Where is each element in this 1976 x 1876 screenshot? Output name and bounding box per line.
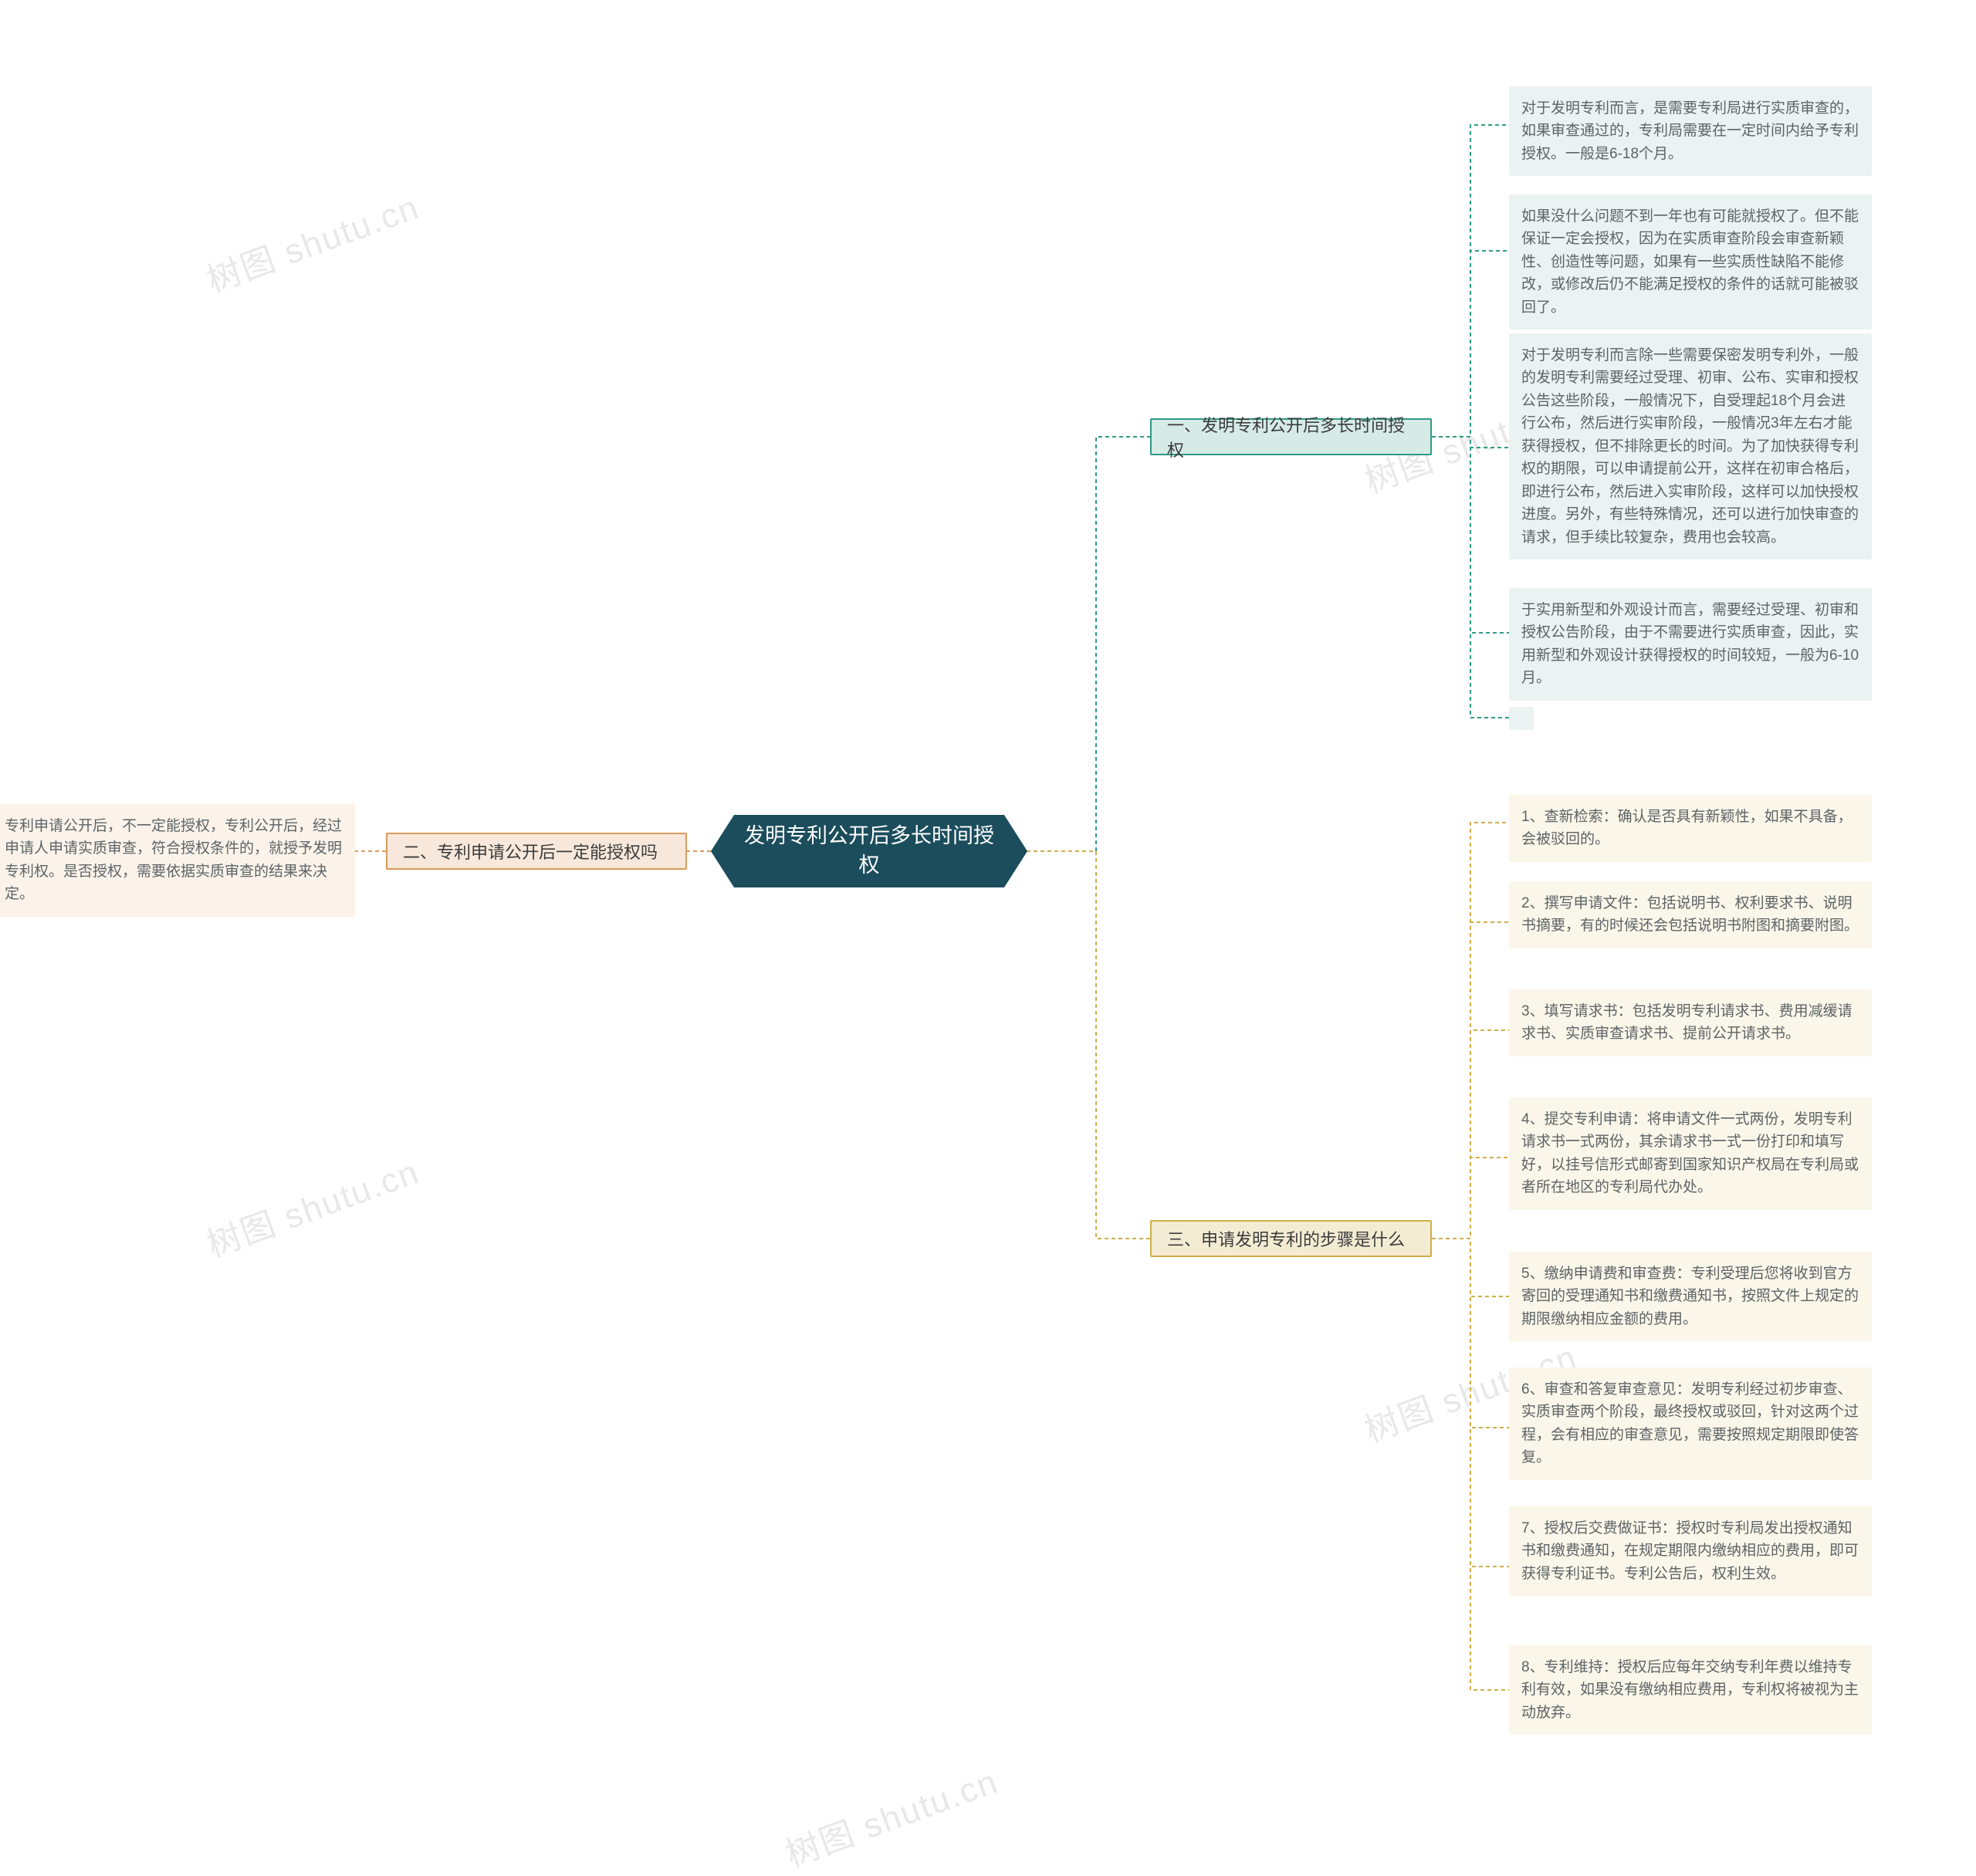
- leaf-node: 2、撰写申请文件：包括说明书、权利要求书、说明书摘要，有的时候还会包括说明书附图…: [1509, 881, 1872, 948]
- leaf-node: 对于发明专利而言，是需要专利局进行实质审查的，如果审查通过的，专利局需要在一定时…: [1509, 86, 1872, 176]
- branch-node-1[interactable]: 一、发明专利公开后多长时间授权: [1150, 418, 1432, 455]
- leaf-node: 专利申请公开后，不一定能授权，专利公开后，经过申请人申请实质审查，符合授权条件的…: [0, 804, 355, 917]
- watermark: 树图 shutu.cn: [199, 1144, 425, 1267]
- root-title: 发明专利公开后多长时间授权: [743, 822, 995, 881]
- leaf-node: 8、专利维持：授权后应每年交纳专利年费以维持专利有效，如果没有缴纳相应费用，专利…: [1509, 1645, 1872, 1735]
- leaf-node: 如果没什么问题不到一年也有可能就授权了。但不能保证一定会授权，因为在实质审查阶段…: [1509, 194, 1872, 330]
- branch-label: 三、申请发明专利的步骤是什么: [1167, 1226, 1405, 1251]
- root-node: 发明专利公开后多长时间授权: [734, 815, 1004, 887]
- leaf-node: 4、提交专利申请：将申请文件一式两份，发明专利请求书一式两份，其余请求书一式一份…: [1509, 1097, 1872, 1210]
- leaf-node: 5、缴纳申请费和审查费：专利受理后您将收到官方寄回的受理通知书和缴费通知书，按照…: [1509, 1252, 1872, 1341]
- branch-node-3[interactable]: 三、申请发明专利的步骤是什么: [1150, 1220, 1432, 1257]
- branch-label: 二、专利申请公开后一定能授权吗: [403, 839, 658, 864]
- leaf-node: 于实用新型和外观设计而言，需要经过受理、初审和授权公告阶段，由于不需要进行实质审…: [1509, 588, 1872, 701]
- branch-label: 一、发明专利公开后多长时间授权: [1167, 412, 1415, 461]
- leaf-node: 1、查新检索：确认是否具有新颖性，如果不具备，会被驳回的。: [1509, 795, 1872, 862]
- watermark: 树图 shutu.cn: [778, 1754, 1004, 1876]
- leaf-node: 3、填写请求书：包括发明专利请求书、费用减缓请求书、实质审查请求书、提前公开请求…: [1509, 989, 1872, 1056]
- leaf-node: 对于发明专利而言除一些需要保密发明专利外，一般的发明专利需要经过受理、初审、公布…: [1509, 333, 1872, 559]
- branch-node-2[interactable]: 二、专利申请公开后一定能授权吗: [386, 833, 687, 870]
- leaf-node-empty: [1509, 707, 1534, 730]
- watermark: 树图 shutu.cn: [199, 180, 425, 303]
- leaf-node: 6、审查和答复审查意见：发明专利经过初步审查、实质审查两个阶段，最终授权或驳回，…: [1509, 1367, 1872, 1480]
- leaf-node: 7、授权后交费做证书：授权时专利局发出授权通知书和缴费通知，在规定期限内缴纳相应…: [1509, 1506, 1872, 1596]
